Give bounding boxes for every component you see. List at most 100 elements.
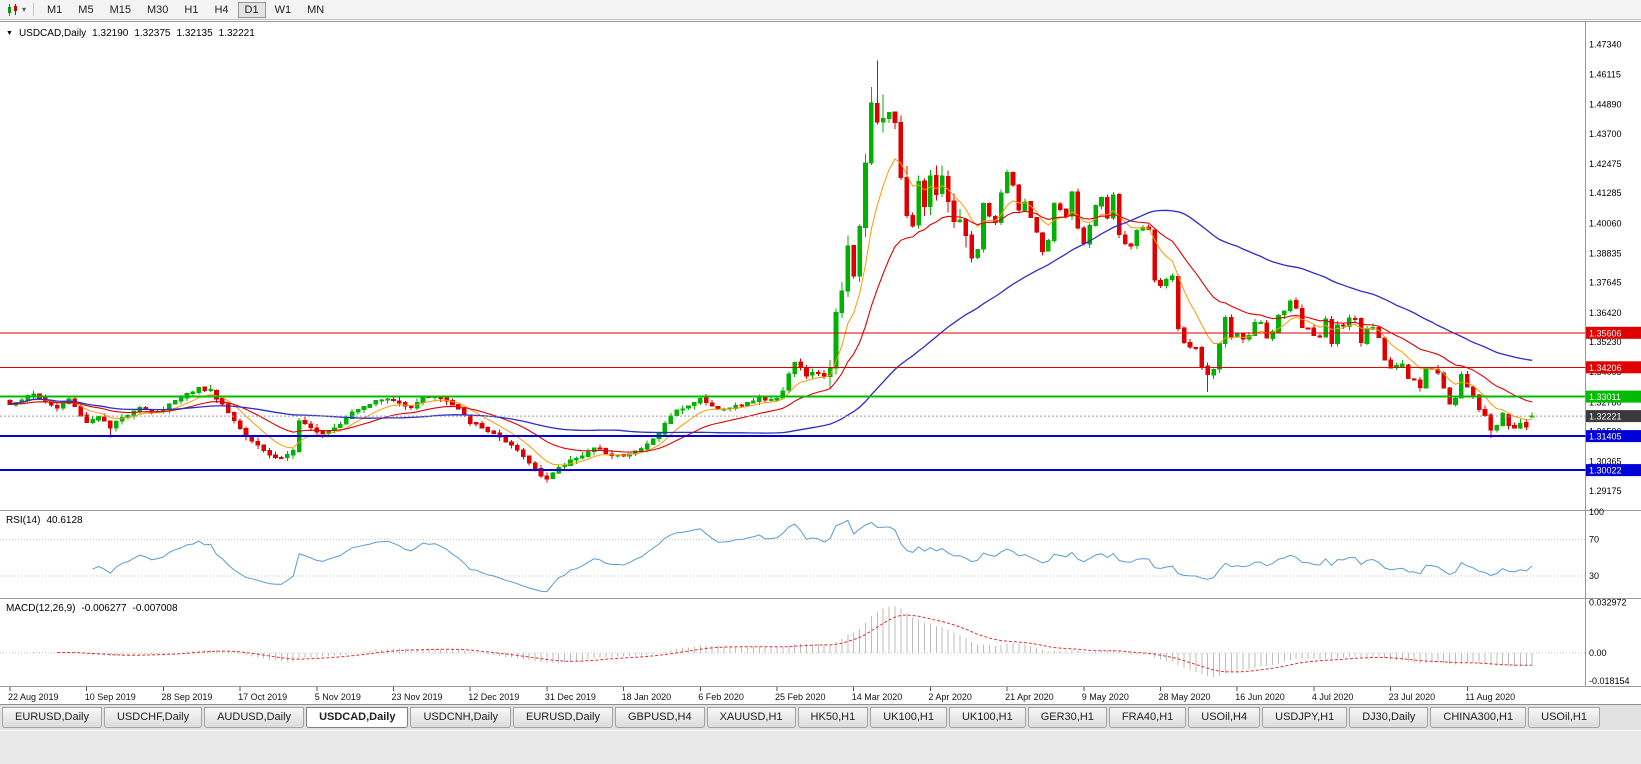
svg-text:4 Jul 2020: 4 Jul 2020 bbox=[1312, 692, 1354, 702]
timeframe-button-m1[interactable]: M1 bbox=[47, 3, 63, 16]
price-tag-resistance-upper: 1.35606 bbox=[1586, 326, 1641, 339]
svg-text:5 Nov 2019: 5 Nov 2019 bbox=[315, 692, 361, 702]
svg-text:1.38835: 1.38835 bbox=[1589, 249, 1622, 259]
chart-tab-eurusd-daily[interactable]: EURUSD,Daily bbox=[2, 707, 102, 728]
svg-text:23 Nov 2019: 23 Nov 2019 bbox=[392, 692, 443, 702]
svg-text:1.31405: 1.31405 bbox=[1589, 432, 1622, 442]
svg-text:-0.018154: -0.018154 bbox=[1589, 676, 1630, 686]
svg-text:17 Oct 2019: 17 Oct 2019 bbox=[238, 692, 287, 702]
chart-tabs-bar: EURUSD,Daily USDCHF,Daily AUDUSD,Daily USDC… bbox=[0, 704, 1641, 730]
svg-text:1.29175: 1.29175 bbox=[1589, 486, 1622, 496]
chart-tab-eurusd-daily[interactable]: EURUSD,Daily bbox=[513, 707, 613, 728]
svg-text:1.35230: 1.35230 bbox=[1589, 337, 1622, 347]
chart-tab-audusd-daily[interactable]: AUDUSD,Daily bbox=[204, 707, 305, 728]
timeframe-button-m15[interactable]: M15 bbox=[109, 3, 131, 16]
candles-down bbox=[7, 60, 1529, 483]
price-chart[interactable]: 1.47340 1.46115 1.44890 1.43700 1.42475 1.412… bbox=[0, 20, 1641, 704]
chart-tab-uk100-h1[interactable]: UK100,H1 bbox=[870, 707, 947, 728]
chart-tab-fra40-h1[interactable]: FRA40,H1 bbox=[1108, 707, 1187, 728]
svg-text:0.032972: 0.032972 bbox=[1589, 597, 1627, 607]
svg-text:1.32221: 1.32221 bbox=[1589, 412, 1622, 422]
macd-signal-line bbox=[57, 614, 1533, 673]
timeframe-button-w1[interactable]: W1 bbox=[274, 3, 292, 16]
chart-tab-xauusd-h1[interactable]: XAUUSD,H1 bbox=[706, 707, 796, 728]
svg-text:31 Dec 2019: 31 Dec 2019 bbox=[545, 692, 596, 702]
svg-text:1.36420: 1.36420 bbox=[1589, 308, 1622, 318]
svg-text:9 May 2020: 9 May 2020 bbox=[1082, 692, 1129, 702]
svg-text:23 Jul 2020: 23 Jul 2020 bbox=[1389, 692, 1436, 702]
toolbar-separator bbox=[33, 3, 35, 16]
svg-text:28 May 2020: 28 May 2020 bbox=[1159, 692, 1211, 702]
svg-text:2 Apr 2020: 2 Apr 2020 bbox=[928, 692, 972, 702]
chart-tab-usdcad-daily[interactable]: USDCAD,Daily bbox=[306, 707, 409, 728]
candles-up bbox=[13, 87, 1535, 480]
svg-text:6 Feb 2020: 6 Feb 2020 bbox=[698, 692, 744, 702]
timeframe-buttons: M1 M5 M15 M30 H1 H4 D1 W1 MN bbox=[39, 1, 332, 18]
timeframe-button-h4[interactable]: H4 bbox=[214, 3, 229, 16]
svg-text:1.33011: 1.33011 bbox=[1589, 392, 1621, 402]
svg-text:1.30022: 1.30022 bbox=[1589, 466, 1622, 476]
ma-fast-line bbox=[9, 158, 1533, 466]
svg-text:30: 30 bbox=[1589, 571, 1599, 581]
svg-text:14 Mar 2020: 14 Mar 2020 bbox=[852, 692, 903, 702]
chart-tab-uk100-h1[interactable]: UK100,H1 bbox=[948, 707, 1026, 728]
chart-type-caret-icon[interactable]: ▾ bbox=[22, 5, 27, 14]
ma-mid-line bbox=[9, 210, 1533, 453]
price-tag-support-upper: 1.31405 bbox=[1586, 430, 1641, 443]
chart-tab-gbpusd-h4[interactable]: GBPUSD,H4 bbox=[615, 707, 705, 728]
chart-tab-ger30-h1[interactable]: GER30,H1 bbox=[1027, 707, 1107, 728]
svg-text:70: 70 bbox=[1589, 534, 1599, 544]
svg-text:1.46115: 1.46115 bbox=[1589, 70, 1621, 80]
timeframe-button-mn[interactable]: MN bbox=[307, 3, 325, 16]
chart-tab-china300-h1[interactable]: CHINA300,H1 bbox=[1430, 707, 1527, 728]
current-price-tag: 1.32221 bbox=[1586, 410, 1641, 423]
svg-text:1.47340: 1.47340 bbox=[1589, 39, 1622, 49]
svg-text:22 Aug 2019: 22 Aug 2019 bbox=[8, 692, 59, 702]
date-axis[interactable]: 22 Aug 2019 10 Sep 2019 28 Sep 2019 17 Oct … bbox=[8, 687, 1515, 702]
price-tag-support-lower: 1.30022 bbox=[1586, 464, 1641, 477]
svg-text:0.00: 0.00 bbox=[1589, 648, 1607, 658]
svg-text:1.42475: 1.42475 bbox=[1589, 159, 1622, 169]
price-tag-pivot-green: 1.33011 bbox=[1586, 390, 1641, 403]
chart-tab-usdjpy-h1[interactable]: USDJPY,H1 bbox=[1262, 707, 1348, 728]
svg-text:1.44890: 1.44890 bbox=[1589, 100, 1622, 110]
chart-background bbox=[0, 20, 1641, 704]
svg-text:1.34206: 1.34206 bbox=[1589, 363, 1622, 373]
chart-tab-usoil-h4[interactable]: USOil,H4 bbox=[1188, 707, 1261, 728]
svg-text:1.30365: 1.30365 bbox=[1589, 457, 1622, 467]
timeframe-button-m5[interactable]: M5 bbox=[78, 3, 94, 16]
chart-tab-usoil-h1[interactable]: USOil,H1 bbox=[1528, 707, 1600, 728]
svg-text:16 Jun 2020: 16 Jun 2020 bbox=[1235, 692, 1285, 702]
svg-text:1.35606: 1.35606 bbox=[1589, 328, 1622, 338]
timeframe-button-d1[interactable]: D1 bbox=[237, 1, 266, 18]
chart-tab-usdchf-daily[interactable]: USDCHF,Daily bbox=[103, 707, 203, 728]
svg-text:12 Dec 2019: 12 Dec 2019 bbox=[468, 692, 519, 702]
svg-text:1.41285: 1.41285 bbox=[1589, 188, 1622, 198]
svg-text:10 Sep 2019: 10 Sep 2019 bbox=[85, 692, 136, 702]
price-tag-resistance-lower: 1.34206 bbox=[1586, 361, 1641, 374]
chart-tab-dj30-daily[interactable]: DJ30,Daily bbox=[1349, 707, 1429, 728]
chart-tab-hk50-h1[interactable]: HK50,H1 bbox=[797, 707, 869, 728]
rsi-line bbox=[92, 519, 1533, 593]
svg-text:21 Apr 2020: 21 Apr 2020 bbox=[1005, 692, 1054, 702]
macd-histogram bbox=[15, 605, 1533, 677]
chart-area: 1.47340 1.46115 1.44890 1.43700 1.42475 1.412… bbox=[0, 20, 1641, 704]
svg-text:25 Feb 2020: 25 Feb 2020 bbox=[775, 692, 826, 702]
candlestick-chart-icon[interactable] bbox=[6, 3, 20, 17]
svg-text:1.37645: 1.37645 bbox=[1589, 278, 1622, 288]
status-bar bbox=[0, 730, 1641, 764]
svg-text:100: 100 bbox=[1589, 507, 1604, 517]
timeframe-button-m30[interactable]: M30 bbox=[146, 3, 169, 16]
chart-tab-usdcnh-daily[interactable]: USDCNH,Daily bbox=[410, 707, 512, 728]
ma-slow-line bbox=[9, 209, 1533, 434]
rsi-scale[interactable]: 100 70 30 bbox=[1589, 507, 1604, 581]
svg-text:11 Aug 2020: 11 Aug 2020 bbox=[1465, 692, 1515, 702]
timeframe-button-h1[interactable]: H1 bbox=[184, 3, 199, 16]
svg-text:1.43700: 1.43700 bbox=[1589, 129, 1622, 139]
macd-scale[interactable]: 0.032972 0.00 -0.018154 bbox=[1589, 597, 1630, 686]
timeframe-toolbar: ▾ M1 M5 M15 M30 H1 H4 D1 W1 MN bbox=[0, 0, 1641, 20]
svg-text:18 Jan 2020: 18 Jan 2020 bbox=[622, 692, 672, 702]
svg-text:1.40060: 1.40060 bbox=[1589, 218, 1622, 228]
svg-text:28 Sep 2019: 28 Sep 2019 bbox=[161, 692, 212, 702]
